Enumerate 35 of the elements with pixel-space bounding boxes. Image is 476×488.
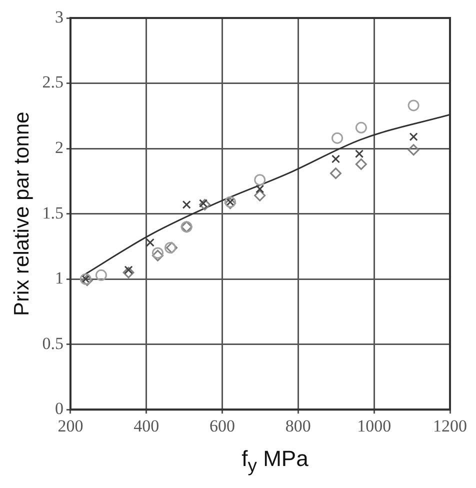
y-tick-label: 0: [54, 399, 64, 418]
point: [408, 144, 420, 156]
y-tick-label: 1.5: [42, 203, 64, 222]
point: [355, 122, 367, 134]
point: [355, 149, 364, 158]
point: [331, 154, 340, 164]
point: [182, 200, 191, 209]
x-tick-label: 600: [210, 416, 236, 436]
point: [122, 266, 134, 278]
x-tick-label: 400: [134, 416, 160, 436]
y-tick-label: 3: [54, 7, 64, 26]
point: [152, 247, 164, 259]
y-axis-title: Prix relative par tonne: [10, 112, 34, 316]
point: [254, 190, 266, 202]
x-tick-label: 1200: [433, 416, 467, 436]
point: [256, 184, 264, 194]
point: [254, 174, 266, 186]
point: [95, 269, 107, 281]
point: [408, 100, 420, 112]
x-tick-label: 800: [285, 416, 311, 436]
point: [124, 266, 133, 274]
x-axis-title: f$_{y}$ MPa: [240, 446, 310, 476]
y-tick-label: 2.5: [42, 72, 64, 92]
x-tick-label: 1000: [357, 416, 392, 436]
point: [146, 238, 154, 247]
y-tick-label: 2: [54, 138, 64, 157]
point: [355, 158, 367, 170]
y-tick-label: 1: [54, 268, 64, 288]
point: [332, 132, 344, 144]
point: [199, 198, 211, 210]
point: [409, 132, 418, 142]
x-tick-label: 200: [58, 416, 84, 436]
point: [330, 168, 342, 180]
y-tick-label: 0.5: [42, 334, 64, 353]
point: [152, 250, 164, 262]
